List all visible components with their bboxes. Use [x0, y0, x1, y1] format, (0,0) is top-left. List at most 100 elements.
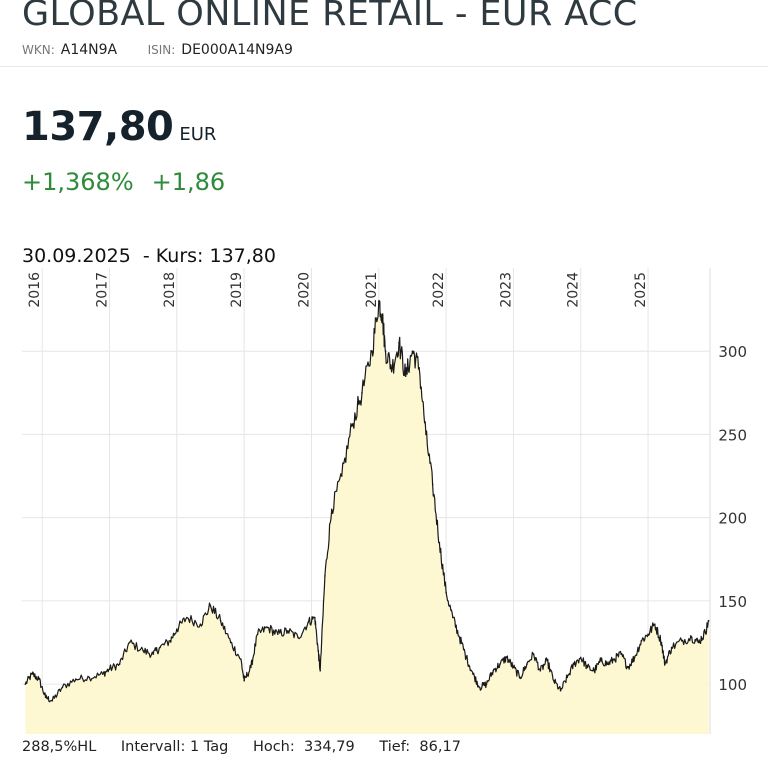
data-point	[620, 653, 622, 655]
low-value: 86,17	[419, 739, 461, 755]
data-point	[566, 676, 569, 679]
data-point	[219, 620, 222, 622]
data-point	[340, 475, 343, 477]
data-point	[438, 541, 441, 544]
low-label: Tief:	[379, 739, 411, 755]
isin-label: ISIN:	[147, 43, 176, 57]
data-point	[229, 641, 232, 644]
data-point	[670, 646, 673, 649]
data-point	[553, 679, 555, 682]
data-point	[118, 663, 121, 665]
data-point	[573, 663, 575, 665]
data-point	[664, 663, 666, 665]
data-point	[361, 392, 363, 394]
data-point	[653, 623, 656, 625]
data-point	[250, 666, 252, 669]
data-point	[256, 633, 259, 635]
data-point	[75, 678, 77, 680]
data-point	[152, 653, 155, 655]
chart-date: 30.09.2025	[22, 245, 131, 267]
data-point	[680, 640, 683, 642]
data-point	[199, 623, 202, 625]
price-currency: EUR	[179, 124, 217, 145]
data-point	[381, 313, 383, 316]
data-point	[108, 668, 111, 670]
data-point	[505, 656, 508, 659]
data-point	[38, 678, 40, 680]
instrument-ids: WKN: A14N9A ISIN: DE000A14N9A9	[22, 42, 319, 58]
y-tick-label: 100	[718, 676, 747, 694]
data-point	[586, 666, 589, 669]
data-point	[697, 641, 700, 644]
data-point	[512, 666, 515, 669]
data-point	[44, 696, 47, 699]
data-point	[472, 673, 474, 675]
chart-kurs: - Kurs: 137,80	[142, 245, 276, 267]
interval-stat: Intervall: 1 Tag	[120, 739, 229, 755]
instrument-title: GLOBAL ONLINE RETAIL - EUR ACC	[22, 0, 638, 34]
x-tick-label: 2016	[27, 272, 43, 308]
data-point	[314, 616, 316, 619]
data-point	[51, 699, 54, 702]
isin-value: DE000A14N9A9	[181, 42, 293, 58]
data-point	[186, 616, 188, 619]
price-chart[interactable]: 100 150 200 250 300 2016 2017 2018 2019 2020 2021 2…	[0, 262, 768, 738]
y-tick-label: 200	[718, 510, 747, 528]
data-point	[532, 653, 535, 655]
data-point	[452, 616, 454, 619]
data-point	[519, 676, 521, 679]
data-point	[319, 669, 322, 672]
chart-footer: 288,5%HL Intervall: 1 Tag Hoch: 334,79 T…	[22, 739, 481, 755]
data-point	[169, 640, 171, 642]
data-point	[445, 591, 447, 594]
hl-stat: 288,5%HL	[22, 739, 97, 755]
price-block: 137,80 EUR	[22, 104, 216, 150]
data-point	[176, 628, 178, 630]
data-point	[707, 620, 710, 622]
wkn-value: A14N9A	[60, 42, 118, 58]
data-point	[266, 626, 269, 629]
x-tick-label: 2021	[364, 272, 380, 308]
high-label: Hoch:	[252, 739, 295, 755]
data-point	[61, 686, 64, 689]
data-point	[559, 689, 562, 692]
series-area	[25, 300, 709, 734]
data-point	[24, 683, 27, 685]
data-point	[633, 656, 636, 659]
data-point	[31, 673, 33, 675]
data-point	[425, 433, 427, 436]
data-point	[101, 673, 104, 675]
high-stat: Hoch: 334,79	[253, 739, 355, 755]
data-point	[546, 659, 548, 662]
data-point	[317, 649, 320, 652]
y-tick-label: 300	[718, 343, 747, 361]
data-point	[297, 636, 299, 639]
x-tick-label: 2018	[162, 272, 178, 308]
data-point	[88, 676, 91, 679]
data-point	[128, 641, 131, 644]
data-point	[239, 658, 242, 660]
price-value: 137,80	[22, 104, 174, 150]
data-point	[485, 683, 488, 685]
header-divider	[0, 66, 768, 67]
data-point	[404, 375, 407, 377]
data-point	[499, 663, 501, 665]
data-point	[324, 575, 326, 577]
data-point	[579, 656, 582, 659]
data-point	[277, 633, 279, 635]
data-point	[431, 483, 434, 486]
data-point	[640, 640, 643, 642]
data-point	[351, 425, 353, 427]
data-point	[478, 686, 481, 689]
data-point	[600, 659, 602, 662]
data-point	[606, 663, 609, 665]
x-tick-label: 2025	[633, 272, 649, 308]
data-point	[660, 641, 663, 644]
data-point	[209, 605, 212, 607]
data-point	[330, 508, 333, 511]
data-point	[391, 367, 394, 369]
x-tick-label: 2023	[498, 272, 514, 308]
data-point	[307, 621, 309, 624]
data-point	[526, 663, 528, 665]
high-value: 334,79	[303, 739, 355, 755]
